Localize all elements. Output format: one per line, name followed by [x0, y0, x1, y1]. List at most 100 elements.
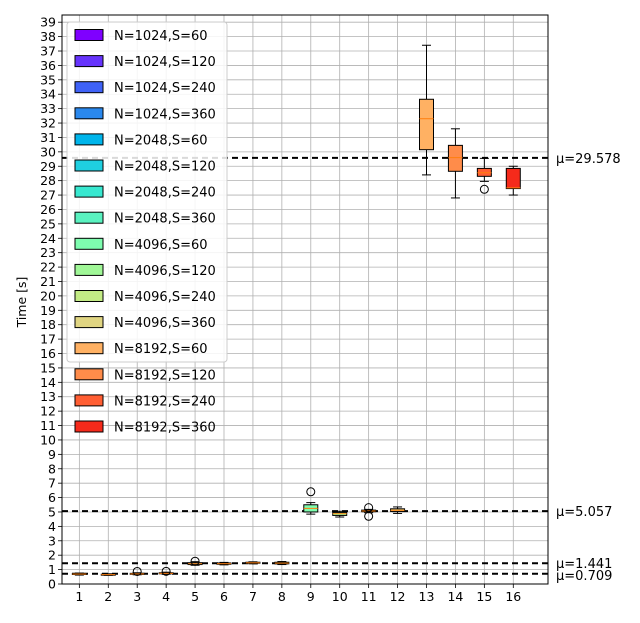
- box-item: [419, 44, 434, 176]
- legend-label: N=8192,S=120: [114, 368, 216, 383]
- y-tick-label: 39: [40, 15, 56, 30]
- y-tick-label: 10: [40, 432, 56, 447]
- y-tick-label: 0: [48, 577, 56, 592]
- box-item: [71, 572, 87, 576]
- x-tick-label: 5: [191, 589, 199, 604]
- y-tick-label: 16: [40, 346, 56, 361]
- outlier-point: [161, 566, 171, 576]
- y-tick-label: 21: [40, 274, 56, 289]
- x-tick-label: 9: [307, 589, 315, 604]
- box-item: [158, 566, 174, 576]
- legend-label: N=1024,S=360: [114, 107, 216, 122]
- y-tick-label: 19: [40, 303, 56, 318]
- x-tick-label: 7: [249, 589, 257, 604]
- legend-swatch: [74, 133, 104, 146]
- legend-label: N=1024,S=240: [114, 81, 216, 96]
- y-tick-label: 29: [40, 159, 56, 174]
- legend-label: N=4096,S=120: [114, 264, 216, 279]
- box-item: [274, 561, 290, 566]
- box-item: [447, 128, 463, 199]
- legend-label: N=4096,S=360: [114, 316, 216, 331]
- legend-swatch: [74, 185, 104, 198]
- y-tick-label: 33: [40, 101, 56, 116]
- mean-label: μ=0.709: [556, 569, 612, 584]
- y-tick-label: 18: [40, 317, 56, 332]
- y-tick-label: 35: [40, 72, 56, 87]
- box-item: [216, 561, 232, 566]
- x-tick-label: 16: [505, 589, 521, 604]
- axes: 0123456789101112131415161718192021222324…: [40, 14, 549, 604]
- legend-swatch: [74, 107, 104, 120]
- legend-swatch: [74, 290, 104, 302]
- legend-swatch: [74, 159, 104, 172]
- axes-frame: [61, 14, 549, 585]
- x-tick-label: 15: [476, 589, 492, 604]
- y-tick-label: 9: [48, 447, 56, 462]
- legend-swatch: [74, 263, 104, 276]
- x-tick-label: 13: [419, 589, 435, 604]
- x-tick-label: 2: [104, 589, 112, 604]
- y-tick-label: 30: [40, 144, 56, 159]
- y-tick-label: 5: [48, 504, 56, 519]
- box-item: [390, 506, 406, 514]
- y-tick-label: 8: [48, 461, 56, 476]
- legend-label: N=4096,S=60: [114, 238, 208, 253]
- legend: N=1024,S=60 N=1024,S=120 N=1024,S=240 N=102…: [66, 21, 228, 436]
- outlier-point: [306, 487, 316, 497]
- y-tick-label: 23: [40, 245, 56, 260]
- box-item: [100, 573, 116, 576]
- y-tick-label: 13: [40, 389, 56, 404]
- outlier-point: [479, 184, 489, 194]
- box-item: [505, 165, 521, 196]
- box-item: [187, 556, 203, 566]
- y-tick-label: 32: [40, 116, 56, 131]
- y-tick-label: 22: [40, 260, 56, 275]
- legend-swatch: [74, 55, 104, 68]
- box-item: [361, 503, 377, 521]
- y-tick-label: 4: [48, 519, 56, 534]
- outlier-point: [364, 503, 374, 513]
- legend-swatch: [74, 81, 104, 94]
- box-item: [245, 561, 261, 565]
- legend-swatch: [74, 29, 104, 41]
- legend-label: N=2048,S=120: [114, 160, 216, 175]
- legend-label: N=1024,S=120: [114, 55, 216, 70]
- y-tick-label: 7: [48, 476, 56, 491]
- y-tick-label: 34: [40, 87, 56, 102]
- legend-label: N=8192,S=240: [114, 394, 216, 409]
- box-body: [447, 144, 463, 172]
- mean-label: μ=1.441: [556, 557, 612, 572]
- x-tick-label: 4: [162, 589, 170, 604]
- legend-swatch: [74, 316, 104, 329]
- y-tick-label: 1: [48, 562, 56, 577]
- legend-label: N=1024,S=60: [114, 29, 208, 44]
- legend-swatch: [74, 211, 104, 224]
- y-tick-label: 6: [48, 490, 56, 505]
- x-tick-label: 1: [75, 589, 83, 604]
- mean-label: μ=29.578: [556, 152, 621, 167]
- mean-label: μ=5.057: [556, 505, 612, 520]
- box-body: [505, 167, 521, 190]
- box-item: [476, 157, 492, 194]
- y-axis-label: Time [s]: [14, 277, 29, 329]
- y-tick-label: 11: [40, 418, 56, 433]
- box-item: [303, 487, 319, 515]
- x-tick-label: 10: [332, 589, 348, 604]
- x-tick-label: 11: [361, 589, 377, 604]
- y-tick-label: 14: [40, 375, 56, 390]
- y-tick-label: 15: [40, 360, 56, 375]
- box-item: [332, 510, 348, 518]
- legend-frame: [66, 21, 228, 363]
- y-tick-label: 17: [40, 332, 56, 347]
- y-tick-label: 12: [40, 404, 56, 419]
- outlier-point: [132, 566, 142, 576]
- x-tick-label: 14: [447, 589, 463, 604]
- legend-swatch: [74, 368, 104, 381]
- y-tick-label: 20: [40, 288, 56, 303]
- y-tick-label: 3: [48, 533, 56, 548]
- legend-label: N=2048,S=360: [114, 212, 216, 227]
- y-tick-label: 2: [48, 548, 56, 563]
- y-tick-label: 28: [40, 173, 56, 188]
